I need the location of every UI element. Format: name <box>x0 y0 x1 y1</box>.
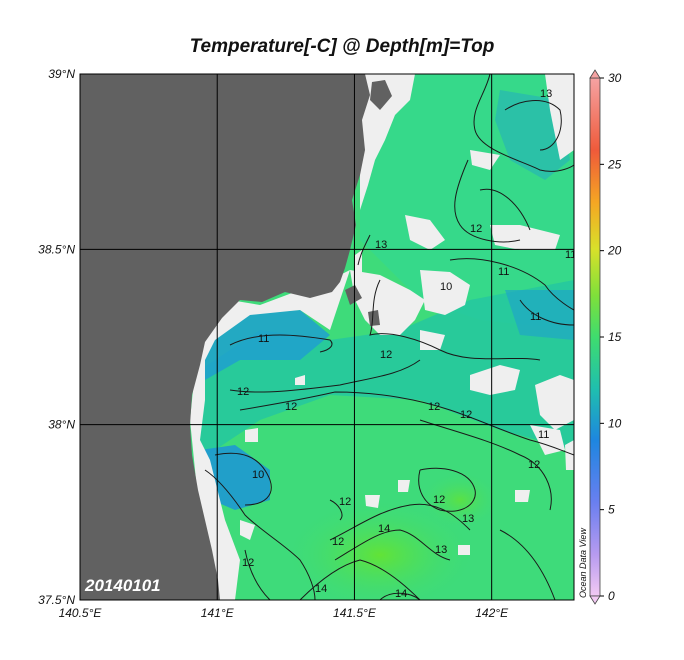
lon-tick-label: 141.5°E <box>333 606 377 620</box>
contour-label-group: 13 12 11 13 11 11 10 12 11 12 12 12 12 11 12 10 12 12 12 13… <box>237 88 576 600</box>
lat-tick-label: 38.5°N <box>38 242 75 256</box>
cold-water-north-pocket <box>205 310 330 380</box>
contour-label: 10 <box>440 281 452 293</box>
colorbar-tick-label: 15 <box>608 330 622 344</box>
lat-tick-label: 38°N <box>48 418 75 432</box>
colorbar-top-arrow <box>589 69 601 79</box>
contour-label: 14 <box>378 523 390 535</box>
contour-label: 11 <box>530 311 541 323</box>
warm-water-tongue <box>285 500 475 600</box>
colorbar: 30 25 20 15 10 5 0 <box>589 69 622 605</box>
contour-label: 13 <box>540 88 552 100</box>
land-mass <box>80 74 370 600</box>
contour-label: 14 <box>395 588 407 600</box>
contour-label: 12 <box>528 459 540 471</box>
plot-frame <box>79 73 575 601</box>
warm-water-eddy <box>420 472 500 528</box>
contour-label: 14 <box>315 583 327 595</box>
lat-tick-label: 39°N <box>48 67 75 81</box>
contour-label: 11 <box>498 266 509 278</box>
colorbar-bottom-arrow <box>589 595 601 605</box>
contour-label: 12 <box>428 401 440 413</box>
colorbar-tick-label: 25 <box>607 157 622 171</box>
contour-label: 11 <box>258 333 269 345</box>
colorbar-tick-label: 5 <box>608 503 615 517</box>
contour-label: 12 <box>242 557 254 569</box>
contour-label: 12 <box>339 496 351 508</box>
plot-title: Temperature[-C] @ Depth[m]=Top <box>189 36 495 57</box>
lon-tick-label: 140.5°E <box>59 606 103 620</box>
contour-label: 13 <box>375 239 387 251</box>
contour-label: 12 <box>460 409 472 421</box>
missing-data-patches <box>190 74 574 600</box>
contour-label: 11 <box>565 249 576 261</box>
contour-label: 12 <box>433 494 445 506</box>
colorbar-ticks: 30 25 20 15 10 5 0 <box>600 71 622 603</box>
contour-label: 13 <box>435 544 447 556</box>
contour-label: 12 <box>237 386 249 398</box>
axis-tick-labels: 140.5°E 141°E 141.5°E 142°E 37.5°N 38°N 38.5°N… <box>38 67 509 620</box>
contour-label: 12 <box>470 223 482 235</box>
colorbar-gradient <box>589 77 601 597</box>
lon-tick-label: 142°E <box>475 606 509 620</box>
lat-tick-label: 37.5°N <box>38 593 75 607</box>
land-islet-north <box>370 80 392 110</box>
contour-label: 13 <box>462 513 474 525</box>
contour-label: 12 <box>332 536 344 548</box>
map-field: 13 12 11 13 11 11 10 12 11 12 12 12 12 11 12 10 12 12 12 13… <box>80 74 576 600</box>
colorbar-tick-label: 20 <box>607 244 622 258</box>
lon-tick-label: 141°E <box>201 606 235 620</box>
contour-label: 11 <box>538 429 549 441</box>
colorbar-tick-label: 0 <box>608 589 615 603</box>
cool-band <box>200 280 574 460</box>
contour-label: 12 <box>380 349 392 361</box>
colorbar-tick-label: 10 <box>608 416 622 430</box>
date-stamp: 20140101 <box>84 576 161 595</box>
contour-label: 10 <box>252 469 264 481</box>
odv-watermark: Ocean Data View <box>578 528 588 598</box>
land-islet-south <box>368 310 380 326</box>
colorbar-tick-label: 30 <box>608 71 622 85</box>
graticule <box>80 74 574 600</box>
isotherm-contours <box>204 74 574 600</box>
land-islet-mid <box>345 285 362 305</box>
contour-label: 12 <box>285 401 297 413</box>
